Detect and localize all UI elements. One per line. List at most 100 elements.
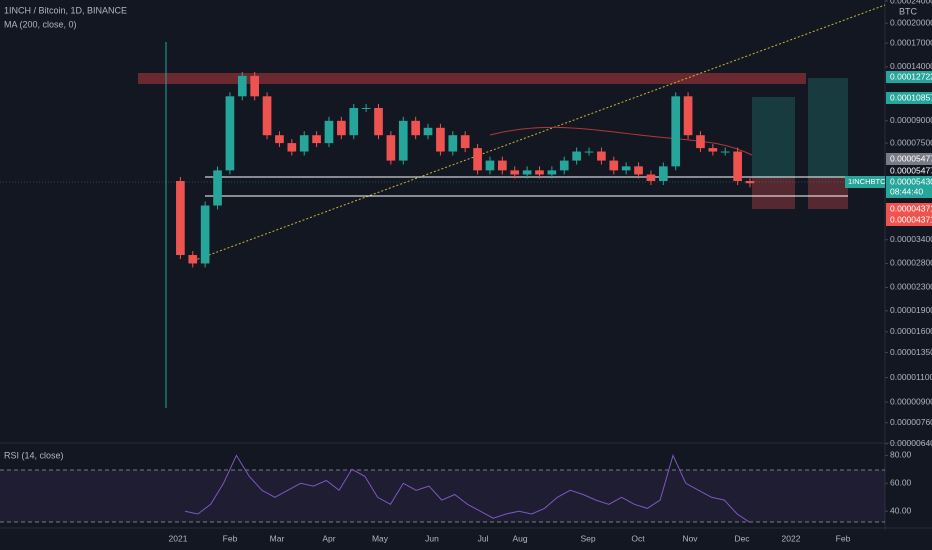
- candle: [733, 151, 742, 181]
- candle: [510, 170, 520, 175]
- candle: [386, 135, 396, 161]
- time-label: 2021: [169, 533, 188, 543]
- time-label: Oct: [631, 533, 645, 543]
- candle: [609, 160, 619, 171]
- price-label: 0.00003400: [890, 234, 932, 244]
- candle: [597, 151, 606, 161]
- time-label: Feb: [223, 533, 238, 543]
- time-axis: 2021 Feb Mar Apr May Jun Jul Aug Sep Oct…: [169, 533, 851, 543]
- candle: [584, 151, 594, 153]
- candle: [361, 107, 371, 109]
- candle: [720, 151, 730, 153]
- price-label: 0.00001900: [890, 305, 932, 315]
- candle: [225, 96, 235, 171]
- rsi-label: 80.00: [890, 450, 912, 460]
- candle: [324, 120, 334, 144]
- time-label: Nov: [682, 533, 698, 543]
- trend-line: [189, 4, 886, 263]
- price-label: 0.00001350: [890, 347, 932, 357]
- candle: [436, 127, 445, 152]
- time-label: Mar: [270, 533, 285, 543]
- price-label: 0.00007500: [890, 137, 932, 147]
- time-label: Aug: [512, 533, 527, 543]
- candle: [349, 107, 359, 136]
- tag: [886, 71, 932, 83]
- tag-text: 0.00004371: [890, 203, 932, 213]
- candle: [262, 96, 272, 136]
- time-label: Dec: [734, 533, 750, 543]
- tag-text: 0.00005477: [890, 153, 932, 163]
- candle: [621, 166, 631, 171]
- candle: [460, 135, 470, 149]
- candle: [658, 166, 668, 181]
- candle: [547, 170, 557, 175]
- long-target-zone: [752, 97, 795, 178]
- candle: [287, 143, 297, 152]
- rsi-label: 40.00: [890, 505, 912, 515]
- candle: [200, 205, 210, 264]
- candle: [398, 120, 408, 161]
- candle: [213, 170, 222, 206]
- time-label: Apr: [322, 533, 335, 543]
- candle: [696, 135, 705, 149]
- tag-text: 0.00004371: [890, 214, 932, 224]
- candle: [559, 160, 569, 171]
- candle: [473, 148, 482, 171]
- candle: [188, 255, 198, 264]
- moving-average: [489, 126, 753, 156]
- candle: [312, 135, 321, 144]
- candle: [423, 127, 433, 136]
- stop-zone: [752, 178, 795, 209]
- tag-text: 0.00005430: [890, 176, 932, 186]
- candle: [646, 174, 656, 181]
- rsi-band: [0, 470, 885, 522]
- candle: [275, 135, 284, 144]
- candle: [237, 75, 247, 97]
- candle: [572, 151, 581, 161]
- candle: [299, 135, 309, 152]
- symbol-title: 1INCH / Bitcoin, 1D, BINANCE: [4, 5, 127, 15]
- candle: [671, 96, 681, 167]
- rsi-label: 60.00: [890, 478, 912, 488]
- time-label: May: [372, 533, 389, 543]
- price-label: 0.00002800: [890, 258, 932, 268]
- long-target-zone: [808, 78, 848, 178]
- tag: [886, 153, 932, 165]
- indicator-title: MA (200, close, 0): [4, 19, 77, 29]
- time-label: 2022: [782, 533, 801, 543]
- rsi-line: [184, 453, 751, 523]
- price-label: 0.00000760: [890, 417, 932, 427]
- resistance-zone: [138, 73, 806, 84]
- tag-text: 0.00010857: [890, 92, 932, 102]
- candle: [411, 120, 420, 136]
- time-label: Feb: [836, 533, 851, 543]
- candle: [708, 148, 718, 152]
- time-label: Jun: [425, 533, 439, 543]
- price-label: 0.00017000: [890, 37, 932, 47]
- price-label: 0.00001100: [890, 372, 932, 382]
- stop-zone: [808, 178, 848, 209]
- price-label: 0.00000900: [890, 396, 932, 406]
- candle: [535, 170, 544, 175]
- candle: [250, 75, 260, 97]
- tag: [886, 203, 932, 215]
- candle: [683, 96, 693, 136]
- time-label: Jul: [478, 533, 489, 543]
- tag: [886, 214, 932, 226]
- price-tags: 0.00012722 0.00010857 0.00005477 0.00005…: [845, 71, 932, 226]
- candle: [522, 170, 532, 175]
- price-label: 0.00009000: [890, 115, 932, 125]
- candle: [176, 180, 185, 256]
- price-label: 0.00024000: [890, 0, 932, 5]
- currency: BTC: [899, 6, 918, 16]
- candle: [448, 135, 458, 152]
- candle: [634, 166, 643, 175]
- tag: [886, 176, 932, 198]
- tag-text: 0.00012722: [890, 71, 932, 81]
- candle: [745, 180, 755, 184]
- candle: [498, 160, 507, 171]
- tag: [845, 176, 885, 188]
